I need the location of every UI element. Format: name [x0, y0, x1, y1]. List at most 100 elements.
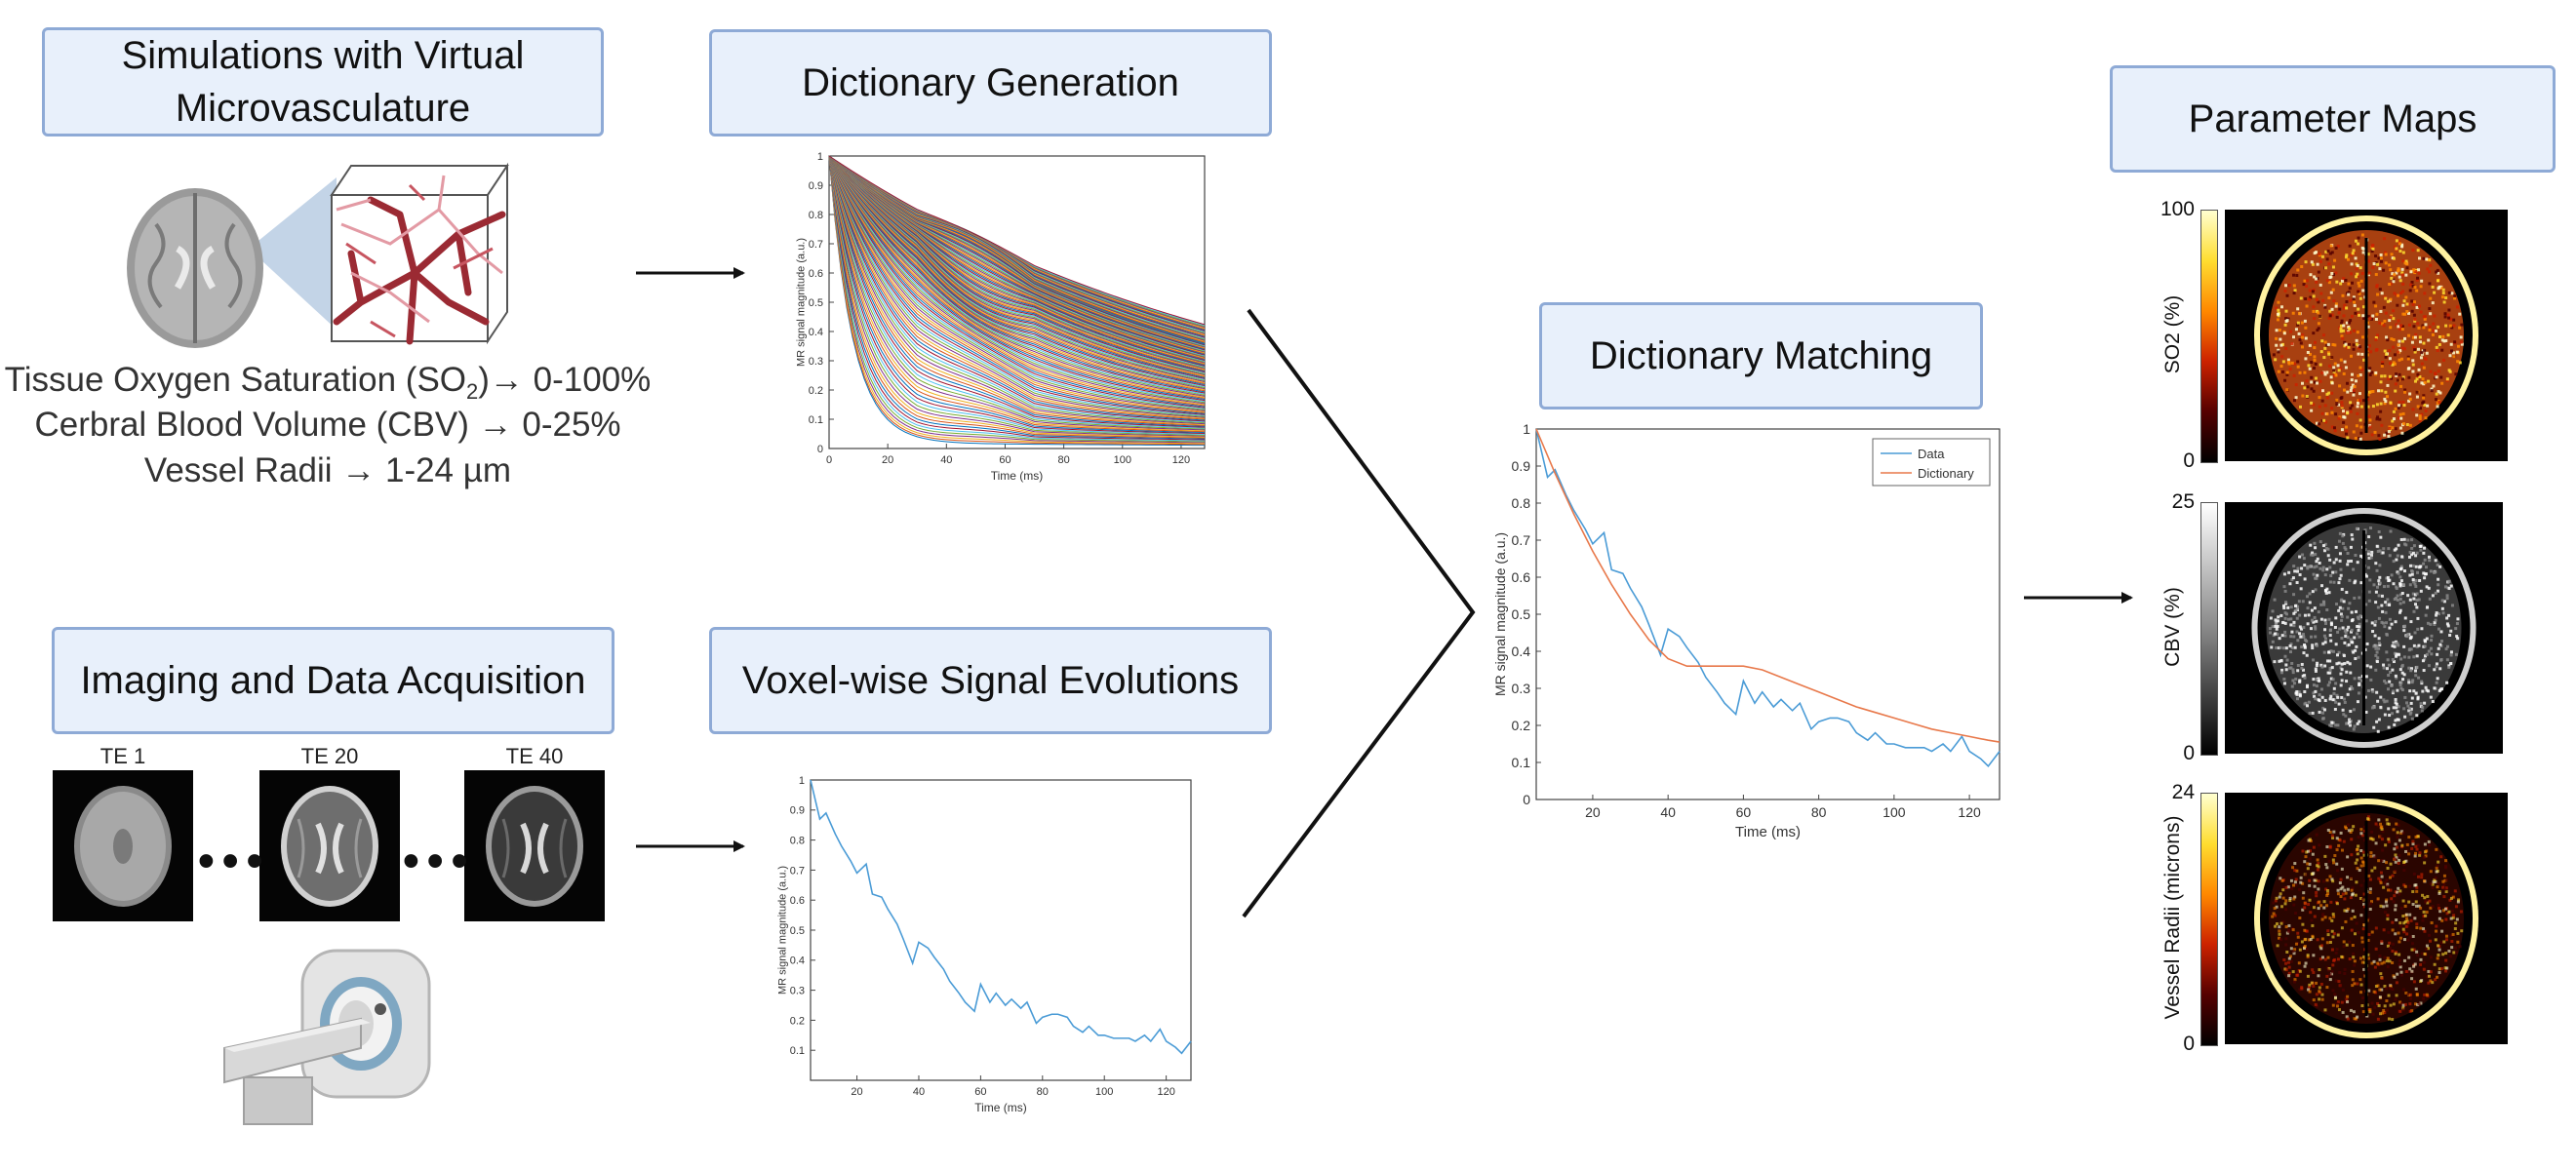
- param-radii: Vessel Radii → 1-24 µm: [143, 451, 512, 489]
- y-tick-label: 0.2: [809, 385, 823, 397]
- dictionary-curve: [828, 155, 1206, 430]
- x-tick-label: 120: [1958, 804, 1981, 820]
- x-tick-label: 40: [913, 1086, 925, 1098]
- box-dictionary-matching: Dictionary Matching: [1539, 302, 1983, 410]
- dictionary-curve: [828, 155, 1206, 422]
- dictionary-curve: [828, 155, 1206, 389]
- x-tick-label: 0: [826, 454, 832, 466]
- dictionary-curve: [828, 155, 1206, 381]
- dictionary-curve: [828, 155, 1206, 369]
- dictionary-curve: [828, 155, 1206, 399]
- dictionary-curve: [828, 155, 1206, 370]
- dictionary-curve: [828, 155, 1206, 396]
- x-tick-label: 20: [1585, 804, 1601, 820]
- series-line-dictionary: [1535, 428, 2001, 743]
- y-tick-label: 0.8: [809, 210, 823, 221]
- dictionary-curve: [828, 155, 1206, 435]
- legend-label: Dictionary: [1918, 466, 1974, 481]
- x-tick-label: 100: [1114, 454, 1131, 466]
- x-tick-label: 100: [1882, 804, 1906, 820]
- y-tick-label: 0.6: [1512, 569, 1531, 585]
- dictionary-curve: [828, 155, 1206, 391]
- dictionary-curve: [828, 155, 1206, 398]
- x-tick-label: 80: [1811, 804, 1827, 820]
- box-dictionary-matching-label: Dictionary Matching: [1589, 334, 1933, 377]
- voxel-signal-plot: 20 40 60 80 100 120 0.1 0.2 0.3 0.4 0.5 0.6 0.7 0.8 0.…: [777, 775, 1192, 1114]
- dictionary-curve: [828, 155, 1206, 427]
- mri-scan-te1: [53, 770, 193, 921]
- legend: Data Dictionary: [1872, 438, 1991, 487]
- radii-map: [2225, 793, 2508, 1044]
- mri-scan-te40: [464, 770, 605, 921]
- x-tick-label: 20: [882, 454, 893, 466]
- y-tick-label: 0.2: [1512, 718, 1531, 733]
- dictionary-curve: [828, 155, 1206, 413]
- colorbar-label: Vessel Radii (microns): [2161, 815, 2184, 1020]
- colorbar-max: 24: [2171, 781, 2195, 803]
- dictionary-curve: [828, 155, 1206, 431]
- dictionary-curve: [828, 155, 1206, 371]
- colorbar-so2-map: [2200, 210, 2218, 463]
- x-axis-label: Time (ms): [991, 469, 1044, 483]
- magnify-cone: [249, 177, 337, 330]
- brain-icon: [127, 188, 263, 348]
- dictionary-curve: [828, 155, 1206, 433]
- colorbar-label: CBV (%): [2161, 587, 2184, 667]
- dictionary-curve: [828, 155, 1206, 426]
- x-tick-label: 40: [940, 454, 952, 466]
- plot-frame: [810, 779, 1192, 1081]
- dictionary-curve: [828, 155, 1206, 379]
- merge-lines: [1242, 308, 1476, 918]
- dictionary-curve: [828, 155, 1206, 417]
- dictionary-curve: [828, 155, 1206, 378]
- dictionary-curve: [828, 155, 1206, 444]
- dictionary-curve: [828, 155, 1206, 372]
- dictionary-curve: [828, 155, 1206, 408]
- dictionary-curve: [828, 155, 1206, 393]
- dictionary-curve: [828, 155, 1206, 412]
- dictionary-curve: [828, 155, 1206, 397]
- param-so2-suffix: )→ 0-100%: [478, 361, 652, 399]
- dictionary-curve: [828, 155, 1206, 429]
- colorbar-cbv-map: [2200, 502, 2218, 756]
- y-tick-label: 0.3: [1512, 681, 1531, 696]
- x-axis-label: Time (ms): [1735, 824, 1801, 840]
- y-tick-label: 1: [799, 775, 805, 787]
- y-tick-label: 0.8: [1512, 495, 1531, 511]
- dictionary-curve: [828, 155, 1206, 377]
- y-tick-label: 0.4: [809, 327, 823, 338]
- dictionary-matching-plot: 20 40 60 80 100 120 0 0.1 0.2 0.3 0.4 0.5 0.6 0.7 0.8 0…: [1492, 421, 2001, 840]
- dictionary-curve: [828, 155, 1206, 436]
- y-axis-label: MR signal magnitude (a.u.): [777, 866, 789, 994]
- dictionary-curve: [828, 155, 1206, 402]
- box-parameter-maps-label: Parameter Maps: [2188, 98, 2477, 140]
- dictionary-curve: [828, 155, 1206, 445]
- y-tick-label: 0.1: [809, 414, 823, 426]
- colorbar-min: 0: [2183, 742, 2195, 764]
- colorbar-radii-map: [2200, 793, 2218, 1046]
- x-tick-label: 120: [1172, 454, 1190, 466]
- y-tick-label: 0.6: [790, 895, 805, 907]
- colorbar-label: SO2 (%): [2161, 294, 2184, 374]
- series-line-0: [810, 779, 1192, 1055]
- y-tick-label: 0.9: [1512, 458, 1531, 474]
- y-axis-label: MR signal magnitude (a.u.): [796, 238, 808, 367]
- dictionary-curve: [828, 155, 1206, 440]
- dictionary-curve: [828, 155, 1206, 434]
- dictionary-curve: [828, 155, 1206, 382]
- y-tick-label: 0.3: [790, 985, 805, 996]
- y-axis-label: MR signal magnitude (a.u.): [1492, 532, 1508, 696]
- te-label-1: TE 1: [99, 744, 146, 768]
- dictionary-curve: [828, 155, 1206, 434]
- box-imaging: Imaging and Data Acquisition: [52, 627, 614, 734]
- dictionary-curve: [828, 155, 1206, 374]
- dictionary-curve: [828, 155, 1206, 405]
- y-tick-label: 0.2: [790, 1015, 805, 1027]
- dictionary-curve: [828, 155, 1206, 423]
- x-tick-label: 40: [1660, 804, 1676, 820]
- ellipsis-1: •••: [198, 836, 271, 887]
- dictionary-curve: [828, 155, 1206, 410]
- box-voxel-signal: Voxel-wise Signal Evolutions: [709, 627, 1272, 734]
- dictionary-curve: [828, 155, 1206, 395]
